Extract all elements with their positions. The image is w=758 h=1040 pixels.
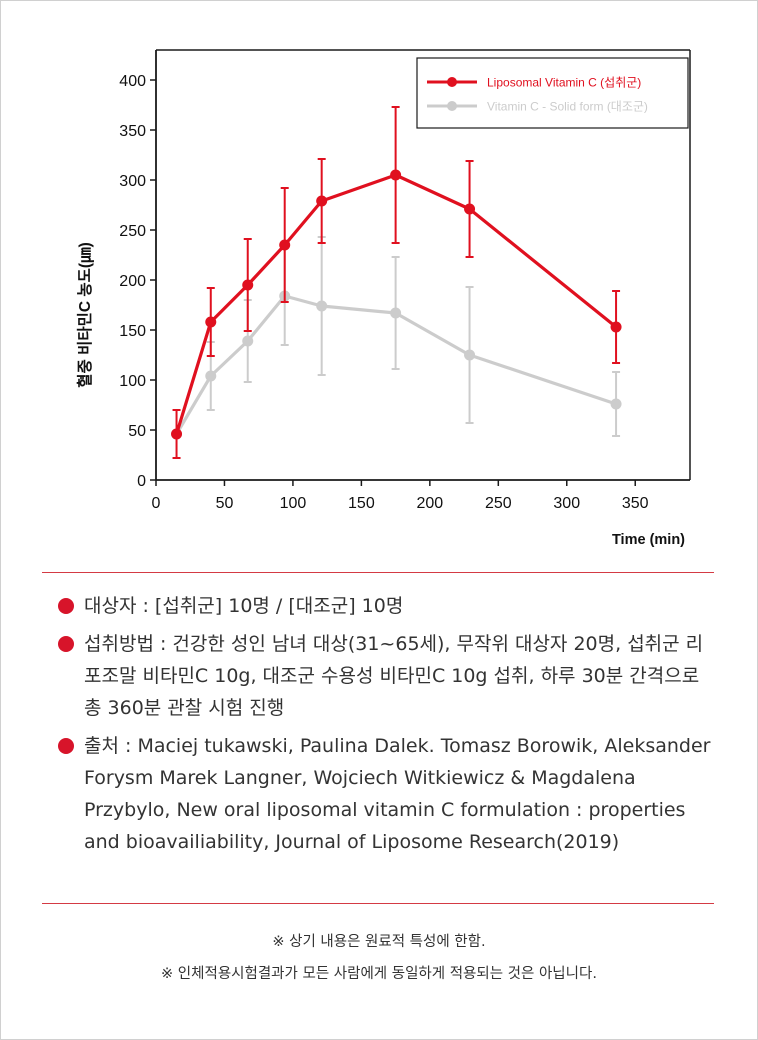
data-point-0 bbox=[464, 203, 476, 215]
y-tick-label: 0 bbox=[137, 473, 146, 490]
note-method-text: 섭취방법 : 건강한 성인 남녀 대상(31~65세), 무작위 대상자 20명… bbox=[84, 633, 704, 719]
y-axis-title: 혈중 비타민C 농도(㎛) bbox=[75, 242, 95, 387]
data-point-0 bbox=[205, 316, 217, 328]
data-point-1 bbox=[316, 300, 328, 312]
y-tick-label: 300 bbox=[119, 173, 146, 190]
note-source-text: 출처 : Maciej tukawski, Paulina Dalek. Tom… bbox=[84, 735, 711, 853]
data-point-1 bbox=[390, 307, 402, 319]
bullet-dot-icon bbox=[58, 636, 74, 652]
legend-marker-1 bbox=[447, 101, 457, 111]
note-subjects: 대상자 : [섭취군] 10명 / [대조군] 10명 bbox=[58, 590, 718, 622]
y-tick-label: 250 bbox=[119, 223, 146, 240]
bottom-divider bbox=[42, 903, 714, 904]
y-tick-label: 150 bbox=[119, 323, 146, 340]
legend-box bbox=[416, 57, 689, 129]
x-tick-label: 200 bbox=[416, 495, 443, 512]
data-point-1 bbox=[242, 335, 254, 347]
x-tick-label: 100 bbox=[280, 495, 307, 512]
y-tick-label: 400 bbox=[119, 73, 146, 90]
legend-marker-0 bbox=[447, 77, 457, 87]
data-point-0 bbox=[610, 321, 622, 333]
data-point-1 bbox=[464, 349, 476, 361]
data-point-0 bbox=[279, 239, 291, 251]
series-line-1 bbox=[175, 294, 617, 435]
note-method: 섭취방법 : 건강한 성인 남녀 대상(31~65세), 무작위 대상자 20명… bbox=[58, 628, 718, 724]
y-tick-label: 100 bbox=[119, 373, 146, 390]
x-tick-label: 350 bbox=[622, 495, 649, 512]
x-tick-label: 300 bbox=[553, 495, 580, 512]
x-tick-label: 50 bbox=[216, 495, 234, 512]
top-divider bbox=[42, 572, 714, 573]
study-notes: 대상자 : [섭취군] 10명 / [대조군] 10명 섭취방법 : 건강한 성… bbox=[58, 590, 718, 864]
y-tick-label: 200 bbox=[119, 273, 146, 290]
data-point-0 bbox=[390, 169, 402, 181]
data-point-0 bbox=[242, 279, 254, 291]
data-point-0 bbox=[316, 195, 328, 207]
y-tick-label: 50 bbox=[128, 423, 146, 440]
bullet-dot-icon bbox=[58, 598, 74, 614]
series-line-0 bbox=[175, 173, 618, 435]
footnote-disclaimer: ※ 인체적용시험결과가 모든 사람에게 동일하게 적용되는 것은 아닙니다. bbox=[161, 966, 597, 982]
x-tick-label: 150 bbox=[348, 495, 375, 512]
footnote-ingredient: ※ 상기 내용은 원료적 특성에 한함. bbox=[272, 934, 486, 950]
bullet-dot-icon bbox=[58, 738, 74, 754]
legend-label-1: Vitamin C - Solid form (대조군) bbox=[487, 100, 648, 114]
data-point-0 bbox=[171, 428, 183, 440]
note-subjects-text: 대상자 : [섭취군] 10명 / [대조군] 10명 bbox=[84, 595, 404, 617]
y-tick-label: 350 bbox=[119, 123, 146, 140]
data-point-1 bbox=[205, 370, 217, 382]
x-axis-title: Time (min) bbox=[612, 532, 685, 548]
x-tick-label: 250 bbox=[485, 495, 512, 512]
data-point-1 bbox=[610, 398, 622, 410]
note-source: 출처 : Maciej tukawski, Paulina Dalek. Tom… bbox=[58, 730, 718, 858]
chart: 0 50 100 150 200 250 300 350 400 0 50 100 150 200 250 3… bbox=[75, 49, 691, 548]
x-tick-label: 0 bbox=[152, 495, 161, 512]
legend-label-0: Liposomal Vitamin C (섭취군) bbox=[487, 76, 641, 90]
